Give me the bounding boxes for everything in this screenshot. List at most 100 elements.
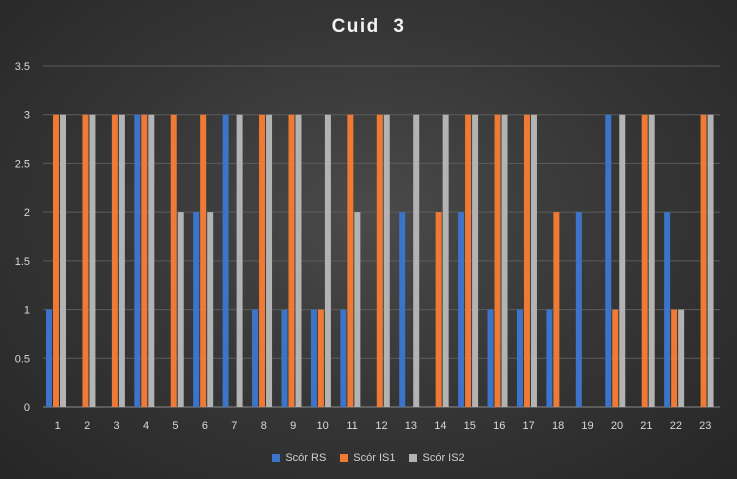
legend-swatch [409, 454, 418, 462]
y-tick-label: 0.5 [15, 353, 30, 365]
y-tick-label: 1.5 [15, 256, 30, 268]
x-tick-label: 11 [346, 420, 357, 432]
bar-scór-is2-17 [530, 114, 537, 407]
x-tick-label: 9 [290, 420, 296, 432]
bar-scór-is1-14 [435, 212, 442, 407]
chart-title: Cuid 3 [331, 16, 406, 37]
x-axis-ticks: 1 2 3 4 5 6 7 8 9 10 11 12 13 14 15 16 17 18 19 20 21 22 23 [55, 420, 712, 432]
x-tick-label: 21 [640, 420, 652, 432]
x-tick-label: 4 [143, 420, 149, 432]
y-tick-label: 3.5 [15, 61, 30, 73]
x-tick-label: 23 [699, 420, 711, 432]
bar-scór-is1-1 [53, 114, 59, 407]
bar-scór-is2-11 [354, 212, 361, 407]
legend-item: Scór RS [272, 452, 326, 464]
bar-scór-rs-20 [605, 114, 612, 407]
legend-label: Scór IS1 [353, 452, 396, 464]
bar-scór-is1-5 [170, 114, 177, 407]
y-tick-label: 1 [24, 305, 30, 317]
x-tick-label: 19 [581, 420, 593, 432]
bar-scór-is2-8 [266, 114, 273, 407]
bar-scór-is1-16 [494, 114, 501, 407]
x-tick-label: 3 [114, 420, 120, 432]
x-tick-label: 20 [611, 420, 623, 432]
bar-scór-is1-18 [553, 212, 560, 407]
legend-item: Scór IS1 [340, 452, 395, 464]
bar-scór-is2-5 [177, 212, 184, 407]
x-tick-label: 8 [261, 420, 267, 432]
x-tick-label: 22 [670, 420, 682, 432]
bar-scór-is2-15 [472, 114, 479, 407]
bar-scór-is1-10 [317, 309, 324, 407]
bar-scór-is1-21 [641, 114, 648, 407]
x-tick-label: 12 [375, 420, 387, 432]
bar-scór-rs-22 [664, 212, 671, 407]
x-tick-label: 15 [464, 420, 476, 432]
x-tick-label: 7 [231, 420, 237, 432]
bar-scór-is2-13 [413, 114, 420, 407]
bar-scór-is2-6 [207, 212, 214, 407]
bar-scór-is1-12 [376, 114, 383, 407]
x-tick-label: 10 [317, 420, 329, 432]
bar-scór-rs-15 [458, 212, 465, 407]
y-tick-label: 0 [24, 402, 30, 414]
bar-scór-rs-8 [252, 309, 259, 407]
legend: Scór RS Scór IS1 Scór IS2 [0, 452, 737, 464]
legend-swatch [272, 454, 281, 462]
x-tick-label: 1 [55, 420, 61, 432]
bar-scór-is2-12 [383, 114, 390, 407]
bar-scór-is1-23 [700, 114, 707, 407]
bar-scór-is2-4 [148, 114, 155, 407]
bar-scór-is1-3 [111, 114, 118, 407]
bar-scór-is1-11 [347, 114, 354, 407]
bar-scór-rs-4 [134, 114, 141, 407]
bar-scór-rs-19 [575, 212, 582, 407]
bar-scór-is1-8 [259, 114, 266, 407]
x-tick-label: 13 [405, 420, 417, 432]
x-tick-label: 17 [523, 420, 535, 432]
bar-scór-is2-22 [678, 309, 685, 407]
bar-scór-rs-17 [516, 309, 523, 407]
x-tick-label: 6 [202, 420, 208, 432]
bar-scór-rs-11 [340, 309, 347, 407]
bar-scór-is1-17 [523, 114, 530, 407]
bar-scór-is1-15 [465, 114, 472, 407]
bar-scór-rs-9 [281, 309, 288, 407]
x-tick-label: 18 [552, 420, 564, 432]
bar-scór-rs-7 [222, 114, 229, 407]
legend-item: Scór IS2 [409, 452, 465, 464]
bar-scór-is2-23 [707, 114, 714, 407]
bar-scór-is1-6 [200, 114, 207, 407]
bar-scór-rs-18 [546, 309, 553, 407]
x-tick-label: 5 [172, 420, 178, 432]
legend-label: Scór RS [285, 452, 327, 464]
y-tick-label: 2.5 [15, 158, 30, 170]
bar-scór-rs-1 [46, 309, 52, 407]
bar-scór-is2-10 [324, 114, 331, 407]
y-tick-label: 2 [24, 207, 30, 219]
bar-scór-rs-13 [399, 212, 406, 407]
bar-scór-is2-2 [89, 114, 96, 407]
bar-scór-is2-1 [60, 114, 66, 407]
bar-scór-is1-20 [612, 309, 619, 407]
bar-scór-rs-10 [310, 309, 317, 407]
legend-swatch [340, 454, 349, 462]
bar-scór-is2-9 [295, 114, 302, 407]
x-tick-label: 14 [434, 420, 446, 432]
bar-scór-is1-2 [82, 114, 89, 407]
bar-scór-is2-14 [442, 114, 449, 407]
bar-scór-is2-7 [236, 114, 243, 407]
bar-scór-is2-16 [501, 114, 508, 407]
bars [46, 114, 714, 407]
y-axis-ticks: 0 0.5 1 1.5 2 2.5 3 3.5 [15, 61, 30, 414]
bar-scór-is2-21 [648, 114, 655, 407]
x-tick-label: 16 [493, 420, 505, 432]
bar-scór-is2-3 [118, 114, 125, 407]
bar-scór-is2-20 [619, 114, 626, 407]
bar-scór-is1-4 [141, 114, 148, 407]
x-tick-label: 2 [84, 420, 90, 432]
legend-label: Scór IS2 [422, 452, 465, 464]
bar-scór-rs-6 [193, 212, 200, 407]
bar-scór-rs-16 [487, 309, 494, 407]
